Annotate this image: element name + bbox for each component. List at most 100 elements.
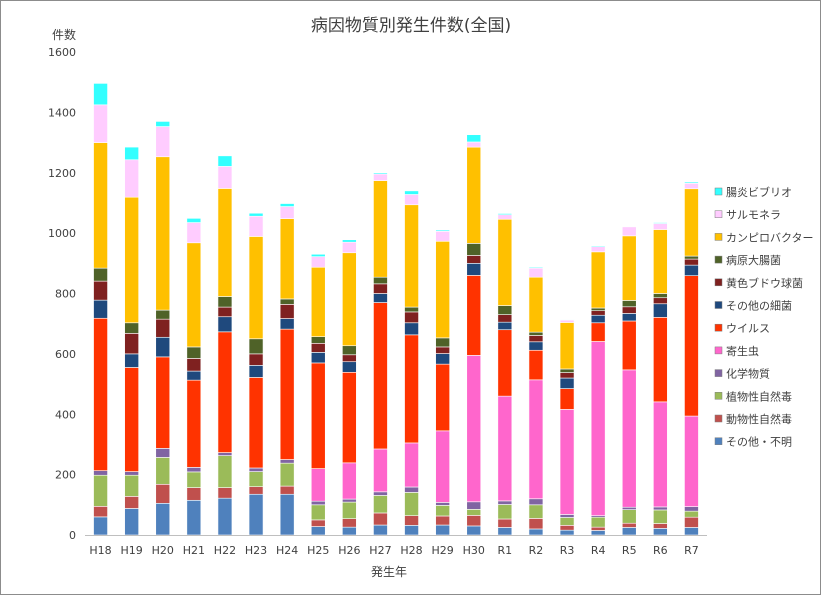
bar-segment — [590, 516, 606, 528]
bar-segment — [559, 368, 575, 373]
bar-segment — [435, 515, 450, 526]
bar-segment — [684, 264, 699, 276]
bar-segment — [155, 156, 171, 311]
bar-segment — [528, 379, 544, 500]
bar-segment — [621, 320, 637, 371]
bar-segment — [653, 506, 668, 511]
y-tick-label: 1600 — [48, 46, 76, 59]
bar-segment — [217, 497, 233, 536]
bar-segment — [528, 504, 544, 519]
bar-segment — [559, 514, 575, 518]
bar-segment — [155, 126, 171, 158]
bar-segment — [435, 346, 450, 354]
bar-segment — [155, 121, 171, 127]
bar-segment — [248, 486, 264, 495]
legend-swatch — [714, 187, 723, 196]
bar-segment — [373, 302, 388, 450]
bar-segment — [435, 240, 450, 339]
legend-item: 腸炎ビブリオ — [714, 185, 792, 199]
bar-segment — [435, 231, 450, 242]
bar-stack-H23 — [248, 212, 264, 536]
bar-segment — [528, 276, 544, 333]
bar-segment — [435, 353, 450, 365]
bar-segment — [373, 172, 388, 175]
bar-segment — [590, 314, 606, 324]
bar-segment — [404, 486, 419, 493]
bar-segment — [684, 516, 699, 528]
bar-segment — [684, 255, 699, 260]
bar-segment — [590, 246, 606, 253]
bar-segment — [559, 529, 575, 536]
bar-stack-H28 — [404, 190, 419, 536]
bar-segment — [684, 275, 699, 417]
legend-item: 化学物質 — [714, 367, 770, 381]
bar-segment — [373, 495, 388, 514]
legend-item: カンピロバクター — [714, 231, 814, 244]
bar-segment — [528, 266, 544, 269]
x-tick-label: R6 — [653, 544, 668, 557]
x-tick-label: H30 — [463, 544, 485, 557]
bar-segment — [124, 508, 139, 536]
bar-segment — [404, 442, 419, 488]
bar-segment — [435, 524, 450, 536]
bar-stack-R3 — [559, 319, 575, 536]
bar-segment — [497, 218, 513, 306]
bar-segment — [342, 462, 357, 500]
bar-segment — [93, 267, 108, 282]
bar-segment — [621, 306, 637, 314]
legend-swatch — [714, 233, 723, 241]
bar-segment — [653, 297, 668, 305]
bar-segment — [373, 491, 388, 496]
bar-segment — [466, 243, 482, 256]
bar-segment — [621, 235, 637, 301]
bar-stack-R7 — [684, 181, 699, 536]
bar-segment — [124, 367, 139, 472]
legend-swatch — [714, 437, 723, 445]
bar-segment — [342, 239, 357, 243]
bar-segment — [373, 180, 388, 278]
bar-segment — [310, 343, 326, 353]
bar-segment — [466, 501, 482, 510]
x-axis-ticks: H18 H19 H20 H21 H22 H23 H24 H25 H26 H27 H28 H29 H30 R… — [89, 544, 698, 557]
y-tick-label: 0 — [69, 529, 76, 542]
bar-segment — [124, 322, 139, 334]
legend-label: 病原大腸菌 — [726, 253, 781, 267]
bar-segment — [559, 517, 575, 526]
legend-swatch — [714, 392, 723, 400]
bar-segment — [653, 303, 668, 318]
bar-segment — [590, 341, 606, 516]
bar-segment — [310, 468, 326, 502]
bar-segment — [310, 256, 326, 268]
bar-segment — [404, 194, 419, 206]
bar-segment — [186, 487, 202, 501]
bar-segment — [186, 218, 202, 223]
legend-item: その他の細菌 — [714, 300, 792, 313]
bar-segment — [497, 305, 513, 315]
bar-segment — [93, 516, 108, 536]
bar-segment — [466, 134, 482, 143]
bar-segment — [124, 333, 139, 355]
x-tick-label: R4 — [591, 544, 606, 557]
bar-segment — [590, 322, 606, 342]
bar-segment — [373, 173, 388, 181]
bar-stack-H27 — [373, 172, 388, 536]
y-tick-label: 200 — [55, 469, 76, 482]
bar-segment — [342, 252, 357, 347]
bar-segment — [186, 499, 202, 536]
x-tick-label: H28 — [400, 544, 422, 557]
bar-segment — [124, 146, 139, 161]
legend-item: 寄生虫 — [714, 344, 759, 358]
legend-swatch — [714, 369, 723, 377]
x-tick-label: R7 — [684, 544, 699, 557]
y-tick-label: 600 — [55, 348, 76, 361]
bar-segment — [684, 183, 699, 190]
bar-segment — [373, 512, 388, 526]
y-tick-label: 400 — [55, 408, 76, 421]
bar-segment — [248, 471, 264, 488]
bar-segment — [653, 317, 668, 403]
bar-segment — [590, 307, 606, 312]
bar-segment — [684, 188, 699, 257]
y-tick-label: 1000 — [48, 227, 76, 240]
bar-segment — [373, 448, 388, 493]
bar-segment — [342, 241, 357, 254]
